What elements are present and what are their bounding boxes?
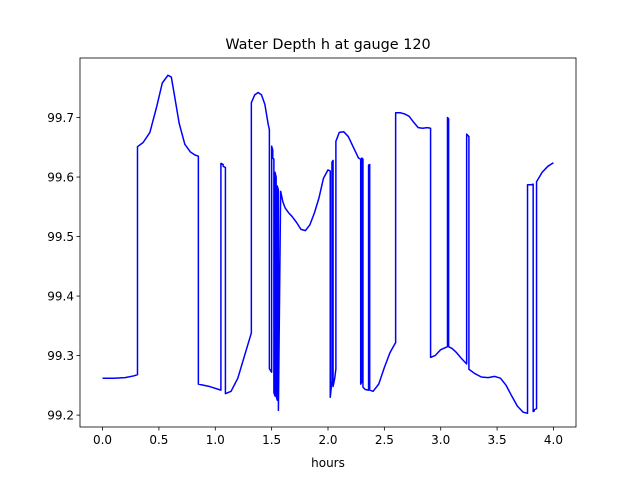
x-axis-label: hours (311, 456, 345, 470)
plot-area (102, 74, 554, 415)
y-tick-label: 99.4 (47, 290, 74, 304)
x-axis: 0.0 0.5 1.0 1.5 2.0 2.5 3.0 3.5 4.0 (93, 427, 563, 447)
y-tick-label: 99.6 (47, 171, 74, 185)
y-tick-label: 99.7 (47, 111, 74, 125)
x-tick-label: 1.5 (262, 433, 281, 447)
y-tick-label: 99.3 (47, 349, 74, 363)
x-tick-label: 0.5 (149, 433, 168, 447)
x-tick-label: 2.0 (318, 433, 337, 447)
y-tick-label: 99.5 (47, 230, 74, 244)
chart-title: Water Depth h at gauge 120 (225, 37, 430, 53)
y-axis: 99.2 99.3 99.4 99.5 99.6 99.7 (47, 111, 80, 423)
x-tick-label: 3.5 (488, 433, 507, 447)
x-tick-label: 4.0 (544, 433, 563, 447)
x-tick-label: 2.5 (375, 433, 394, 447)
x-tick-label: 3.0 (431, 433, 450, 447)
x-tick-label: 1.0 (206, 433, 225, 447)
x-tick-label: 0.0 (93, 433, 112, 447)
y-tick-label: 99.2 (47, 409, 74, 423)
series-line-0 (102, 74, 554, 415)
